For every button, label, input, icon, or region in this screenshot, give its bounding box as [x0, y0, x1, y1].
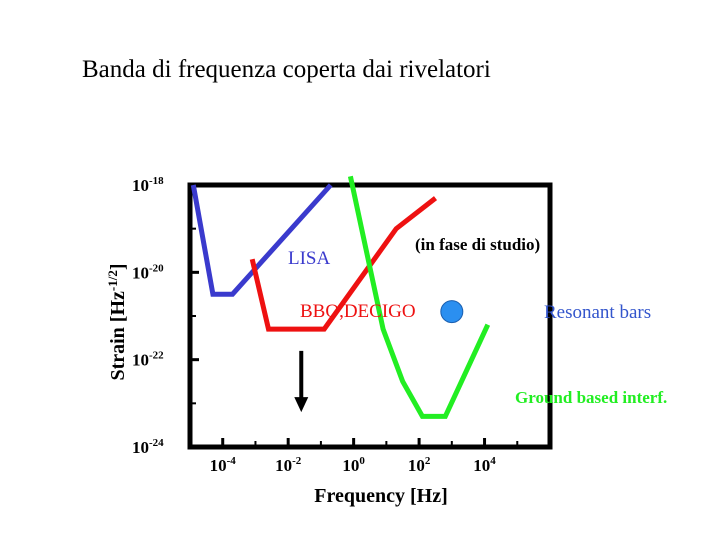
in-fase-di-studio-label: (in fase di studio)	[415, 235, 540, 254]
bbo-decigo-curve	[249, 196, 438, 332]
x-tick-label: 10-2	[275, 455, 302, 475]
ground-interferometer-curve	[347, 175, 491, 419]
x-tick-label: 10-4	[210, 455, 237, 475]
bbo-decigo-label: BBO,DECIGO	[300, 301, 416, 322]
y-tick-label: 10-20	[132, 262, 164, 282]
y-tick-label: 10-24	[132, 437, 164, 457]
lisa-label: LISA	[288, 248, 331, 269]
y-tick-label: 10-22	[132, 350, 164, 370]
ground-based-label: Ground based interf.	[515, 388, 667, 407]
slide-title: Banda di frequenza coperta dai rivelator…	[82, 56, 491, 83]
resonant-bars-point	[440, 300, 464, 324]
x-axis-title: Frequency [Hz]	[314, 485, 448, 507]
x-tick-label: 100	[342, 455, 365, 475]
arrow-head	[294, 397, 309, 413]
lisa-curve	[190, 183, 333, 297]
resonant-bars-label: Resonant bars	[544, 302, 651, 323]
y-axis-title: Strain [Hz-1/2]	[105, 263, 129, 380]
y-tick-label: 10-18	[132, 175, 164, 195]
x-tick-label: 102	[408, 455, 431, 475]
x-tick-label: 104	[473, 455, 496, 475]
